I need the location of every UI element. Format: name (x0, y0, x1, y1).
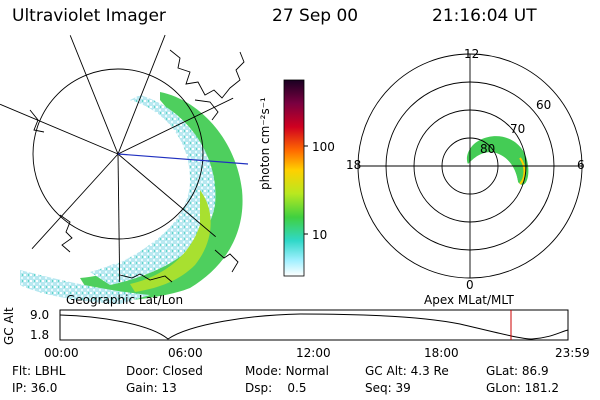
mlat-label-70: 70 (510, 122, 526, 136)
alt-xtick-1200: 12:00 (296, 346, 331, 360)
colorbar-unit-label: photon cm⁻²s⁻¹ (258, 97, 272, 190)
header-time: 21:16:04 UT (432, 6, 537, 26)
polar-aurora (466, 136, 529, 185)
info-door: Door: Closed (126, 364, 203, 378)
info-ip: IP: 36.0 (12, 381, 58, 395)
info-seq: Seq: 39 (365, 381, 411, 395)
alt-xtick-0600: 06:00 (168, 346, 203, 360)
altitude-curve (59, 313, 569, 340)
alt-ytick-1-8: 1.8 (30, 328, 50, 342)
info-gc-alt: GC Alt: 4.3 Re (365, 364, 449, 378)
alt-xtick-1800: 18:00 (424, 346, 459, 360)
apex-panel-caption: Apex MLat/MLT (424, 293, 514, 307)
apex-polar-plot (357, 53, 583, 279)
info-flt: Flt: LBHL (12, 364, 66, 378)
info-dsp: Dsp: 0.5 (245, 381, 307, 395)
info-mode: Mode: Normal (245, 364, 329, 378)
alt-ylabel: GC Alt (2, 307, 16, 345)
geographic-image (0, 26, 249, 304)
altitude-plot (59, 309, 569, 341)
colorbar-tick-100: 100 (312, 140, 335, 154)
alt-xtick-2359: 23:59 (555, 346, 590, 360)
mlt-label-12: 12 (464, 47, 480, 61)
instrument-title: Ultraviolet Imager (12, 6, 166, 26)
mlt-label-6: 6 (577, 158, 585, 172)
info-glat: GLat: 86.9 (486, 364, 549, 378)
colorbar-tick-10: 10 (312, 228, 328, 242)
alt-ytick-9: 9.0 (30, 308, 50, 322)
mlt-label-18: 18 (346, 158, 362, 172)
polar-grid (357, 53, 583, 279)
mlat-label-80: 80 (480, 142, 496, 156)
mlat-label-60: 60 (536, 98, 552, 112)
alt-xtick-0000: 00:00 (44, 346, 79, 360)
geo-panel-caption: Geographic Lat/Lon (66, 293, 184, 307)
mlt-label-0: 0 (466, 278, 474, 292)
info-glon: GLon: 181.2 (486, 381, 559, 395)
colorbar (283, 79, 308, 277)
aurora-emission (20, 92, 243, 304)
coastline-outlines (29, 49, 245, 283)
header-date: 27 Sep 00 (272, 6, 359, 26)
info-gain: Gain: 13 (126, 381, 177, 395)
